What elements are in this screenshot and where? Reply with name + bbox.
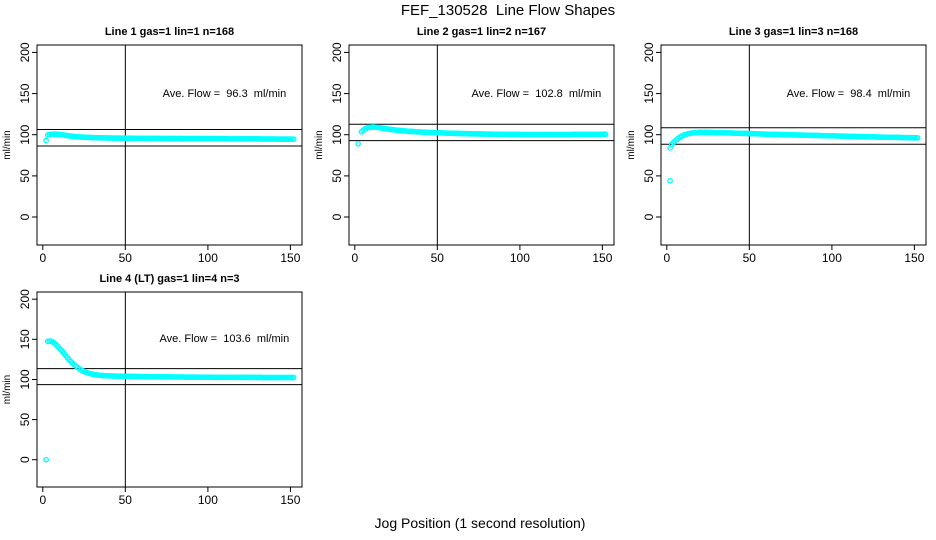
x-tick-label: 100 bbox=[198, 251, 218, 265]
x-tick-label: 150 bbox=[280, 493, 300, 507]
y-axis-unit-label: ml/min bbox=[314, 130, 325, 159]
y-tick-label: 100 bbox=[642, 124, 656, 144]
data-point bbox=[667, 145, 673, 151]
data-point bbox=[355, 140, 361, 147]
subplot-4: 0 50 100 150 0 50 100 150 200 ml/min bbox=[2, 289, 303, 507]
y-tick-label: 150 bbox=[18, 329, 32, 349]
y-axis-unit-label: ml/min bbox=[2, 375, 13, 404]
data-point bbox=[290, 374, 297, 381]
subplot-4-title: Line 4 (LT) gas=1 lin=4 n=3 bbox=[99, 273, 240, 285]
y-tick-label: 0 bbox=[18, 456, 32, 463]
subplot-3-title: Line 3 gas=1 lin=3 n=168 bbox=[728, 26, 859, 38]
y-tick-label: 50 bbox=[18, 169, 32, 183]
y-tick-label: 100 bbox=[330, 124, 344, 144]
data-point bbox=[914, 134, 921, 141]
subplot-1: 0 50 100 150 0 50 100 150 200 ml/min bbox=[2, 42, 303, 265]
data-point bbox=[602, 131, 609, 138]
subplot-4-ave-flow-annotation: Ave. Flow = 103.6 ml/min bbox=[159, 333, 290, 346]
x-tick-label: 50 bbox=[119, 251, 133, 265]
subplot-2-title: Line 2 gas=1 lin=2 n=167 bbox=[416, 26, 547, 38]
y-tick-label: 150 bbox=[330, 83, 344, 103]
y-tick-label: 50 bbox=[642, 169, 656, 183]
x-tick-label: 100 bbox=[198, 493, 218, 507]
x-tick-label: 150 bbox=[592, 251, 612, 265]
y-tick-label: 200 bbox=[18, 289, 32, 309]
plot-box bbox=[348, 44, 615, 246]
x-axis-label: Jog Position (1 second resolution) bbox=[374, 515, 586, 531]
y-tick-label: 150 bbox=[18, 83, 32, 103]
y-tick-label: 200 bbox=[330, 42, 344, 62]
plot-box bbox=[36, 44, 303, 246]
y-axis-unit-label: ml/min bbox=[2, 130, 13, 159]
x-tick-label: 100 bbox=[510, 251, 530, 265]
y-tick-label: 50 bbox=[18, 413, 32, 427]
y-tick-label: 0 bbox=[330, 213, 344, 220]
figure-title: FEF_130528 Line Flow Shapes bbox=[400, 2, 616, 19]
y-tick-label: 50 bbox=[330, 169, 344, 183]
x-tick-label: 150 bbox=[280, 251, 300, 265]
y-tick-label: 150 bbox=[642, 83, 656, 103]
y-tick-label: 100 bbox=[18, 124, 32, 144]
x-tick-label: 150 bbox=[904, 251, 924, 265]
data-point bbox=[43, 137, 49, 144]
x-tick-label: 50 bbox=[431, 251, 445, 265]
plot-box bbox=[660, 44, 927, 246]
x-tick-label: 50 bbox=[119, 493, 133, 507]
x-tick-label: 0 bbox=[351, 251, 358, 265]
y-tick-label: 100 bbox=[18, 369, 32, 389]
subplot-3-ave-flow-annotation: Ave. Flow = 98.4 ml/min bbox=[786, 87, 911, 100]
x-tick-label: 100 bbox=[822, 251, 842, 265]
data-point bbox=[667, 177, 673, 184]
subplot-1-title: Line 1 gas=1 lin=1 n=168 bbox=[104, 26, 235, 38]
subplot-2-ave-flow-annotation: Ave. Flow = 102.8 ml/min bbox=[471, 87, 602, 100]
subplot-3: 0 50 100 150 0 50 100 150 200 ml/min bbox=[626, 42, 927, 265]
y-tick-label: 0 bbox=[18, 213, 32, 220]
plot-box bbox=[36, 291, 303, 488]
y-axis-unit-label: ml/min bbox=[626, 130, 637, 159]
y-tick-label: 200 bbox=[18, 42, 32, 62]
x-tick-label: 50 bbox=[743, 251, 757, 265]
data-point bbox=[290, 136, 297, 143]
x-tick-label: 0 bbox=[663, 251, 670, 265]
x-tick-label: 0 bbox=[39, 493, 46, 507]
y-tick-label: 200 bbox=[642, 42, 656, 62]
data-point bbox=[43, 456, 49, 463]
x-tick-label: 0 bbox=[39, 251, 46, 265]
subplot-2: 0 50 100 150 0 50 100 150 200 ml/min bbox=[314, 42, 615, 265]
y-tick-label: 0 bbox=[642, 213, 656, 220]
subplot-1-ave-flow-annotation: Ave. Flow = 96.3 ml/min bbox=[162, 87, 287, 100]
